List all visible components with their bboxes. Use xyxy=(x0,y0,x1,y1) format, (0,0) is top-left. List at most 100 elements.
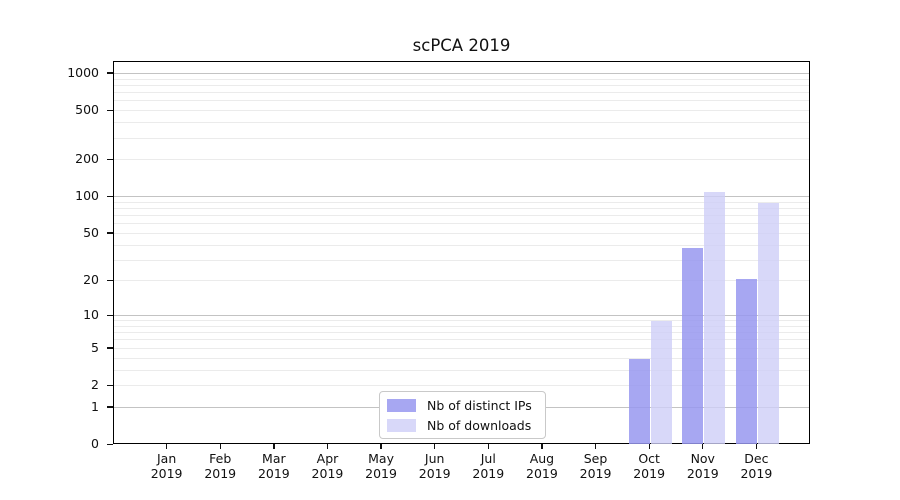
x-tick-mark xyxy=(648,444,650,449)
y-tick-label: 100 xyxy=(75,188,99,204)
y-tick-label: 200 xyxy=(75,151,99,167)
bar-downloads-nov xyxy=(704,192,726,444)
x-tick-mark xyxy=(434,444,436,449)
y-tick-label: 500 xyxy=(75,102,99,118)
x-tick-label-year: 2019 xyxy=(472,465,505,481)
x-tick-mark xyxy=(487,444,489,449)
y-gridline-minor xyxy=(114,215,809,217)
legend-swatch-distinct-ips xyxy=(387,399,416,412)
plot-area xyxy=(113,61,810,444)
x-tick-label-month: Apr xyxy=(316,451,339,466)
y-gridline-minor xyxy=(114,326,809,327)
y-gridline-minor xyxy=(114,280,809,282)
legend: Nb of distinct IPs Nb of downloads xyxy=(379,391,546,439)
y-tick-mark xyxy=(107,347,113,349)
x-tick-mark xyxy=(166,444,168,449)
y-tick-label: 5 xyxy=(91,339,99,355)
y-gridline-major xyxy=(114,196,809,198)
y-tick-mark xyxy=(107,72,113,74)
y-gridline-minor xyxy=(114,244,809,246)
y-tick-mark xyxy=(107,406,113,408)
y-gridline-minor xyxy=(114,320,809,322)
y-tick-label: 1000 xyxy=(67,64,99,80)
x-tick-label-month: May xyxy=(368,451,394,466)
x-tick-label-year: 2019 xyxy=(311,465,344,481)
x-tick-label-year: 2019 xyxy=(526,465,558,481)
x-tick-mark xyxy=(273,444,275,449)
y-gridline-minor xyxy=(114,223,809,225)
x-tick-mark xyxy=(219,444,221,449)
legend-item-distinct-ips: Nb of distinct IPs xyxy=(387,397,538,414)
x-tick-mark xyxy=(380,444,382,449)
y-tick-mark xyxy=(107,384,113,386)
y-tick-mark xyxy=(107,314,113,317)
y-gridline-minor xyxy=(114,357,809,359)
y-gridline-minor xyxy=(114,385,809,386)
y-gridline-minor xyxy=(114,84,809,86)
x-tick-label-month: Feb xyxy=(209,451,232,466)
x-tick-mark xyxy=(326,444,329,449)
x-tick-label-year: 2019 xyxy=(418,465,451,481)
y-gridline-minor xyxy=(114,100,809,102)
y-gridline-minor xyxy=(114,339,809,341)
y-tick-label: 10 xyxy=(83,307,99,323)
y-tick-mark xyxy=(107,443,113,445)
x-tick-label-year: 2019 xyxy=(740,465,773,481)
y-gridline-minor xyxy=(114,78,809,80)
bar-downloads-oct xyxy=(650,321,672,444)
y-gridline-minor xyxy=(114,201,809,203)
y-tick-mark xyxy=(107,158,113,160)
x-tick-label-month: Dec xyxy=(744,451,769,466)
y-gridline-major xyxy=(114,72,809,74)
y-tick-mark xyxy=(107,232,113,234)
chart-title: scPCA 2019 xyxy=(412,36,511,55)
y-gridline-minor xyxy=(114,159,809,161)
y-tick-label: 2 xyxy=(91,377,99,392)
y-gridline-major xyxy=(114,315,809,317)
y-gridline-minor xyxy=(114,110,809,112)
y-gridline-minor xyxy=(114,137,809,139)
y-gridline-minor xyxy=(114,369,809,371)
x-tick-mark xyxy=(541,444,543,449)
x-tick-mark xyxy=(702,444,704,449)
x-tick-label-year: 2019 xyxy=(204,465,237,481)
legend-item-downloads: Nb of downloads xyxy=(387,417,538,434)
x-tick-label-month: Sep xyxy=(583,451,608,466)
x-tick-label-year: 2019 xyxy=(579,465,612,481)
y-tick-mark xyxy=(107,109,113,111)
y-tick-label: 1 xyxy=(91,398,99,414)
x-tick-label-year: 2019 xyxy=(365,465,397,481)
x-tick-label-year: 2019 xyxy=(633,465,666,481)
bar-downloads-dec xyxy=(757,202,779,444)
y-tick-label: 0 xyxy=(91,436,99,451)
x-tick-label-month: Mar xyxy=(262,451,286,466)
legend-swatch-downloads xyxy=(387,419,416,432)
x-tick-label-month: Nov xyxy=(690,451,715,466)
x-tick-label-month: Jun xyxy=(424,451,445,466)
x-tick-label-year: 2019 xyxy=(257,465,290,481)
y-gridline-minor xyxy=(114,122,809,124)
y-tick-label: 50 xyxy=(83,224,99,240)
x-tick-mark xyxy=(594,444,597,449)
x-tick-label-month: Oct xyxy=(638,451,660,466)
y-gridline-minor xyxy=(114,332,809,334)
x-tick-label-month: Jul xyxy=(480,451,496,466)
legend-label-distinct-ips: Nb of distinct IPs xyxy=(427,398,532,413)
y-gridline-minor xyxy=(114,92,809,94)
x-tick-label-year: 2019 xyxy=(150,465,183,481)
y-gridline-minor xyxy=(114,259,809,261)
x-tick-mark xyxy=(755,444,758,449)
y-tick-mark xyxy=(107,279,113,282)
legend-label-downloads: Nb of downloads xyxy=(427,418,532,433)
bar-distinct-ips-nov xyxy=(682,248,704,444)
x-tick-label-year: 2019 xyxy=(686,465,719,481)
bar-distinct-ips-dec xyxy=(735,278,757,444)
y-gridline-minor xyxy=(114,208,809,209)
y-tick-label: 20 xyxy=(83,272,99,288)
y-gridline-minor xyxy=(114,347,809,349)
y-tick-mark xyxy=(107,195,113,197)
bar-distinct-ips-oct xyxy=(628,358,650,444)
y-gridline-minor xyxy=(114,232,809,234)
x-tick-label-month: Jan xyxy=(156,451,177,466)
